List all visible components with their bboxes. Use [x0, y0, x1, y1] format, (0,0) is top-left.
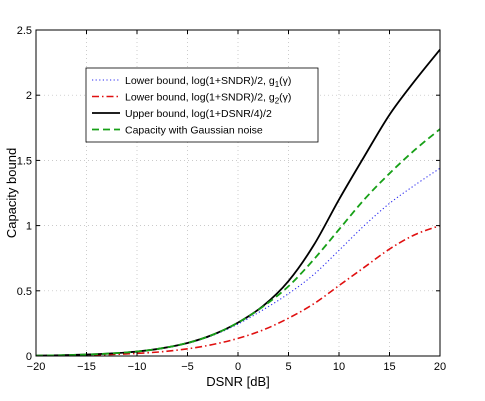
x-tick-label: 15 — [383, 361, 395, 373]
legend-box — [85, 67, 319, 143]
legend-entry-3: Upper bound, log(1+DSNR/4)/2 — [125, 108, 272, 120]
x-tick-label: −15 — [77, 361, 96, 373]
x-tick-label: 5 — [285, 361, 291, 373]
x-axis-label: DSNR [dB] — [206, 374, 270, 389]
y-tick-label: 1 — [26, 221, 32, 233]
series-line-4 — [35, 128, 441, 357]
legend: Lower bound, log(1+SNDR)/2, g1(γ) Lower b… — [85, 67, 319, 143]
y-tick-label: 2 — [26, 90, 32, 102]
series-layer — [35, 48, 441, 357]
y-tick-label: 2.5 — [17, 25, 32, 37]
legend-entry-1: Lower bound, log(1+SNDR)/2, g1(γ) — [125, 75, 291, 89]
legend-entry-4: Capacity with Gaussian noise — [125, 124, 263, 136]
y-tick-label: 1.5 — [17, 155, 32, 167]
x-tick-label: −20 — [27, 361, 46, 373]
x-tick-label: −5 — [181, 361, 194, 373]
x-tick-label: 20 — [434, 361, 446, 373]
y-tick-label: 0.5 — [17, 286, 32, 298]
x-tick-label: 0 — [235, 361, 241, 373]
x-tick-label: 10 — [333, 361, 345, 373]
ticks: −20 −15 −10 −5 0 5 10 15 20 0 0.5 1 1.5 2 2.5 — [17, 25, 446, 373]
grid — [36, 30, 440, 356]
x-tick-label: −10 — [128, 361, 147, 373]
legend-entry-2: Lower bound, log(1+SNDR)/2, g2(γ) — [125, 91, 291, 105]
y-tick-label: 0 — [26, 351, 32, 363]
series-line-1 — [35, 167, 441, 357]
y-axis-label: Capacity bound — [4, 148, 19, 238]
